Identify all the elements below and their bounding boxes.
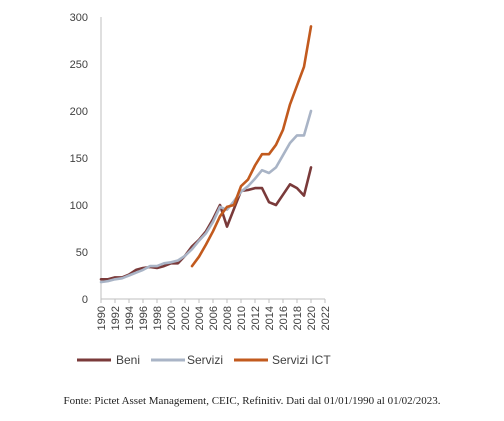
y-tick-label: 200 xyxy=(70,106,88,118)
x-tick-label: 2022 xyxy=(320,306,332,330)
y-tick-label: 0 xyxy=(82,294,88,306)
legend-label-servizi: Servizi xyxy=(187,353,223,367)
axes xyxy=(100,17,326,303)
y-tick-label: 100 xyxy=(70,200,88,212)
legend-label-servizi-ict: Servizi ICT xyxy=(272,353,331,367)
x-tick-label: 2010 xyxy=(236,306,248,330)
series-line-servizi-ict xyxy=(190,25,313,268)
x-tick-label: 1990 xyxy=(96,306,108,330)
x-tick-label: 2000 xyxy=(166,306,178,330)
x-tick-label: 2020 xyxy=(306,306,318,330)
x-tick-label: 2018 xyxy=(292,306,304,330)
x-tick-label: 2006 xyxy=(208,306,220,330)
y-tick-label: 250 xyxy=(70,59,88,71)
x-tick-label: 2004 xyxy=(194,306,206,330)
y-tick-label: 150 xyxy=(70,153,88,165)
x-tick-label: 2002 xyxy=(180,306,192,330)
series-line-beni xyxy=(99,166,313,281)
series-line-servizi xyxy=(99,109,313,284)
y-tick-label: 50 xyxy=(76,247,88,259)
legend: Beni Servizi Servizi ICT xyxy=(77,353,331,367)
x-tick-label: 1996 xyxy=(138,306,150,330)
x-tick-label: 2008 xyxy=(222,306,234,330)
x-tick-label: 1994 xyxy=(124,306,136,330)
x-tick-label: 1992 xyxy=(110,306,122,330)
x-tick-label: 2012 xyxy=(250,306,262,330)
legend-label-beni: Beni xyxy=(116,353,140,367)
y-tick-label: 300 xyxy=(70,12,88,24)
source-note: Fonte: Pictet Asset Management, CEIC, Re… xyxy=(63,395,441,407)
x-tick-label: 2014 xyxy=(264,306,276,330)
x-tick-label: 1998 xyxy=(152,306,164,330)
series-lines xyxy=(99,25,313,284)
x-tick-label: 2016 xyxy=(278,306,290,330)
